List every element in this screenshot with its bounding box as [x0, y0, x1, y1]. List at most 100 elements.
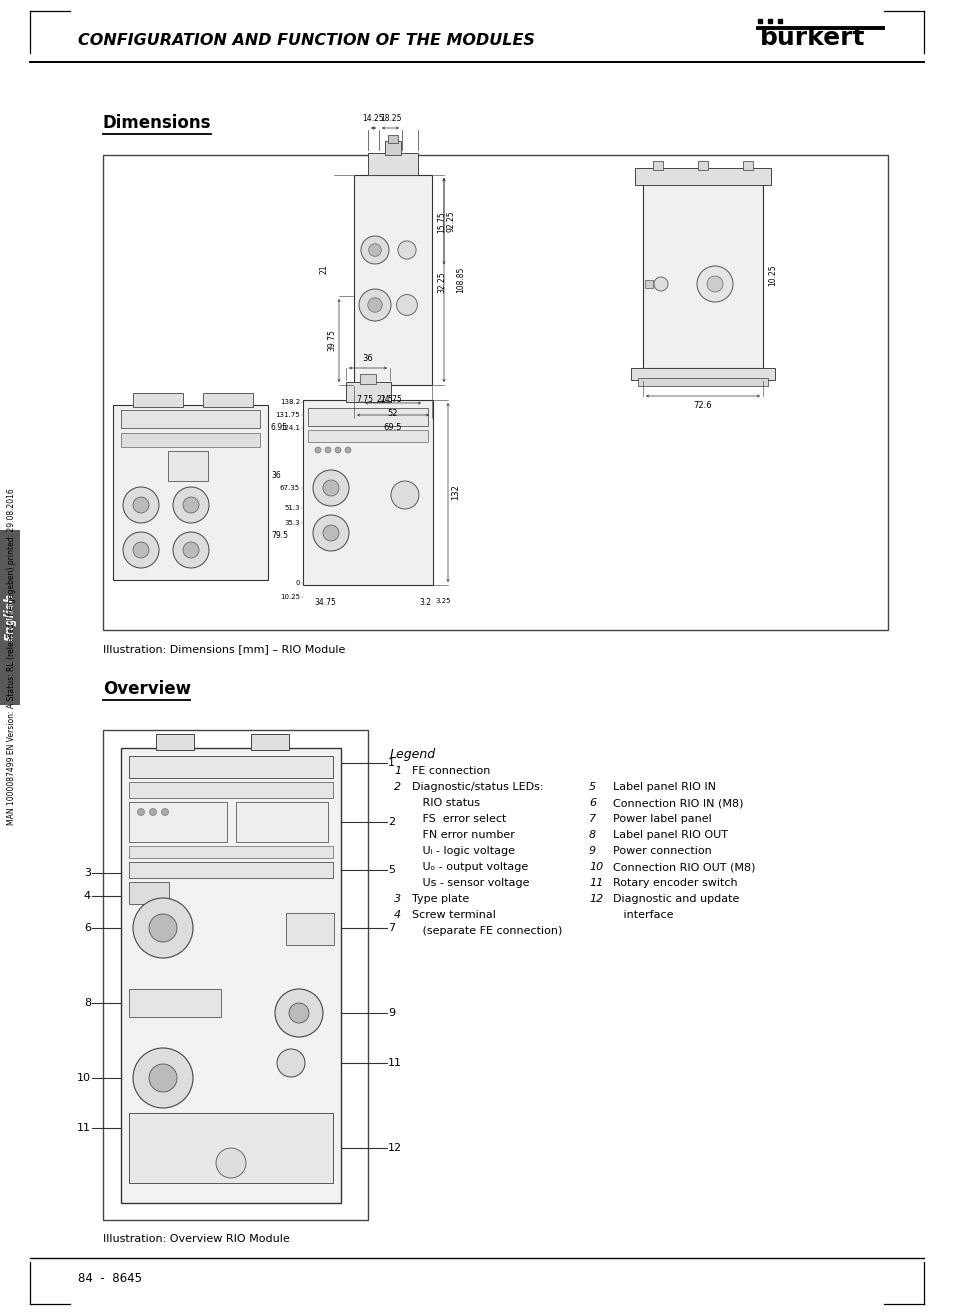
Text: 12: 12 — [388, 1143, 402, 1153]
Text: Connection RIO OUT (M8): Connection RIO OUT (M8) — [613, 863, 755, 872]
Bar — [346, 381, 391, 402]
Text: 10.25: 10.25 — [280, 594, 299, 600]
Text: 4: 4 — [84, 892, 91, 901]
Circle shape — [325, 447, 331, 452]
Text: 67.35: 67.35 — [279, 485, 299, 490]
Text: 7: 7 — [588, 814, 596, 825]
Text: 7.75: 7.75 — [356, 394, 374, 404]
Bar — [359, 373, 375, 384]
Text: Power label panel: Power label panel — [613, 814, 711, 825]
Bar — [0, 530, 20, 705]
Text: 108.85: 108.85 — [456, 267, 464, 293]
Text: 10: 10 — [588, 863, 602, 872]
Text: 32.25: 32.25 — [436, 271, 446, 293]
Text: 10: 10 — [77, 1073, 91, 1084]
Text: 12: 12 — [588, 894, 602, 903]
Text: 14.25: 14.25 — [362, 114, 384, 124]
Circle shape — [368, 297, 382, 312]
Bar — [129, 989, 221, 1016]
Circle shape — [313, 469, 349, 506]
Text: Uₗ - logic voltage: Uₗ - logic voltage — [412, 846, 515, 856]
Text: 9: 9 — [588, 846, 596, 856]
Text: 92.25: 92.25 — [447, 210, 456, 231]
Text: 2: 2 — [388, 817, 395, 827]
Bar — [103, 730, 368, 1220]
Circle shape — [360, 235, 389, 264]
Circle shape — [397, 241, 416, 259]
Bar — [235, 802, 328, 842]
Text: 11: 11 — [588, 878, 602, 888]
Circle shape — [368, 243, 381, 256]
Bar — [698, 160, 707, 170]
Circle shape — [274, 989, 323, 1038]
Text: Illustration: Dimensions [mm] – RIO Module: Illustration: Dimensions [mm] – RIO Modu… — [103, 644, 345, 654]
Text: 6: 6 — [84, 923, 91, 934]
Text: 7: 7 — [388, 923, 395, 934]
Circle shape — [149, 1064, 177, 1091]
Text: 1: 1 — [388, 757, 395, 768]
Text: Us - sensor voltage: Us - sensor voltage — [412, 878, 529, 888]
Bar — [286, 913, 334, 945]
Circle shape — [132, 542, 149, 558]
Text: 8: 8 — [588, 830, 596, 840]
Bar — [644, 280, 652, 288]
Bar — [642, 183, 762, 368]
Text: Label panel RIO OUT: Label panel RIO OUT — [613, 830, 727, 840]
Text: 21: 21 — [319, 264, 329, 275]
Circle shape — [391, 481, 418, 509]
Bar — [168, 451, 208, 481]
Text: FS  error select: FS error select — [412, 814, 506, 825]
Text: 72.6: 72.6 — [693, 401, 712, 410]
Text: 22.5: 22.5 — [376, 394, 393, 404]
Circle shape — [172, 533, 209, 568]
Bar — [303, 400, 433, 585]
Bar — [251, 734, 289, 750]
Text: 15.75: 15.75 — [436, 212, 446, 233]
Text: Dimensions: Dimensions — [103, 114, 212, 132]
Text: Overview: Overview — [103, 680, 191, 698]
Text: 52: 52 — [387, 409, 397, 418]
Circle shape — [183, 542, 199, 558]
Circle shape — [313, 515, 349, 551]
Bar — [203, 393, 253, 408]
Circle shape — [132, 497, 149, 513]
Text: 132: 132 — [451, 484, 459, 501]
Text: 3: 3 — [394, 894, 400, 903]
Circle shape — [706, 276, 722, 292]
Bar — [638, 377, 767, 387]
Circle shape — [314, 447, 320, 452]
Text: 0: 0 — [295, 580, 299, 586]
Bar — [132, 393, 183, 408]
Text: Uₒ - output voltage: Uₒ - output voltage — [412, 863, 528, 872]
Text: 8: 8 — [84, 998, 91, 1009]
Bar — [121, 433, 260, 447]
Text: 4: 4 — [394, 910, 400, 920]
Bar — [121, 748, 340, 1203]
Text: 69.5: 69.5 — [383, 423, 402, 433]
Circle shape — [289, 1003, 309, 1023]
Text: 35.3: 35.3 — [284, 519, 299, 526]
Bar — [652, 160, 662, 170]
Text: Rotary encoder switch: Rotary encoder switch — [613, 878, 737, 888]
Bar — [308, 408, 428, 426]
Bar — [129, 1112, 333, 1184]
Text: 124.1: 124.1 — [280, 425, 299, 431]
Text: 14.75: 14.75 — [379, 394, 401, 404]
Circle shape — [345, 447, 351, 452]
Text: 36: 36 — [271, 471, 280, 480]
Bar — [129, 846, 333, 857]
Bar — [742, 160, 752, 170]
Text: English: English — [4, 593, 16, 642]
Text: 11: 11 — [388, 1059, 401, 1068]
Circle shape — [323, 480, 338, 496]
Text: 5: 5 — [588, 782, 596, 792]
Circle shape — [172, 487, 209, 523]
Circle shape — [335, 447, 340, 452]
Circle shape — [132, 1048, 193, 1109]
Bar — [368, 153, 417, 175]
Text: 3.2: 3.2 — [418, 598, 431, 608]
Text: CONFIGURATION AND FUNCTION OF THE MODULES: CONFIGURATION AND FUNCTION OF THE MODULE… — [78, 33, 535, 49]
Text: 18.25: 18.25 — [379, 114, 401, 124]
Text: 6: 6 — [588, 798, 596, 807]
Text: 9: 9 — [388, 1009, 395, 1018]
